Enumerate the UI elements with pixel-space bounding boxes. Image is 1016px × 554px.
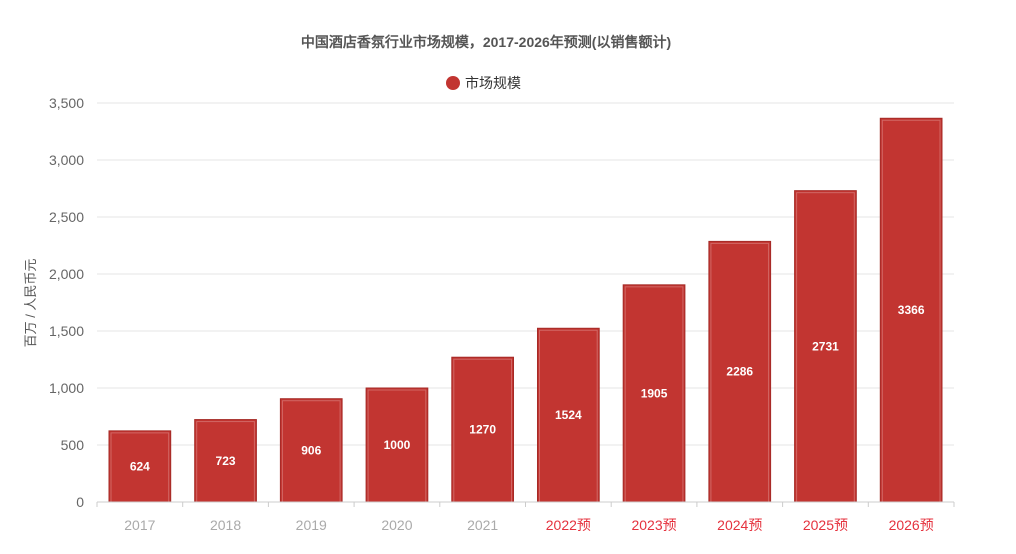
bars xyxy=(108,117,943,503)
chart-title: 中国酒店香氛行业市场规模，2017-2026年预测(以销售额计) xyxy=(301,34,671,50)
bar-value-label: 2731 xyxy=(812,339,839,353)
bar-value-label: 3366 xyxy=(898,303,925,317)
x-tick-label: 2021 xyxy=(467,517,498,533)
x-tick-label: 2017 xyxy=(124,517,155,533)
x-tick-label: 2022预 xyxy=(546,517,591,533)
y-axis-ticks: 0 500 1,000 1,500 2,000 2,500 3,000 3,500 xyxy=(49,95,84,510)
bar[interactable] xyxy=(451,356,515,503)
y-tick-label: 500 xyxy=(61,437,85,453)
x-tick-label: 2018 xyxy=(210,517,241,533)
y-axis-label: 百万 / 人民币元 xyxy=(23,259,38,348)
x-tick-label: 2019 xyxy=(296,517,327,533)
legend-marker xyxy=(446,76,460,90)
x-tick-label: 2024预 xyxy=(717,517,762,533)
bar[interactable] xyxy=(622,284,686,503)
bar-value-label: 723 xyxy=(216,454,236,468)
grid-lines xyxy=(97,102,954,446)
bar-value-label: 906 xyxy=(301,443,321,457)
x-tick-label: 2026预 xyxy=(889,517,934,533)
x-tick-label: 2023预 xyxy=(631,517,676,533)
bar[interactable] xyxy=(708,240,772,503)
bar-value-label: 2286 xyxy=(726,365,753,379)
bar[interactable] xyxy=(794,190,857,503)
legend-label: 市场规模 xyxy=(465,75,521,91)
x-tick-label: 2020 xyxy=(381,517,412,533)
y-tick-label: 3,000 xyxy=(49,152,84,168)
x-axis-ticks: 2017 2018 2019 2020 2021 2022预 2023预 2024预 2025预… xyxy=(96,502,955,533)
y-tick-label: 1,000 xyxy=(49,380,84,396)
bar-value-label: 1000 xyxy=(384,438,411,452)
bar-labels: 624 723 906 1000 1270 1524 1905 2286 2731 3366 xyxy=(130,303,925,473)
bar-value-label: 1270 xyxy=(469,423,496,437)
y-tick-label: 2,500 xyxy=(49,209,84,225)
bar[interactable] xyxy=(365,387,429,503)
y-tick-label: 0 xyxy=(76,494,84,510)
y-tick-label: 3,500 xyxy=(49,95,84,111)
x-tick-label: 2025预 xyxy=(803,517,848,533)
bar[interactable] xyxy=(536,327,600,503)
y-tick-label: 2,000 xyxy=(49,266,84,282)
legend[interactable]: 市场规模 xyxy=(446,75,521,91)
bar-value-label: 1905 xyxy=(641,386,668,400)
y-tick-label: 1,500 xyxy=(49,323,84,339)
bar-value-label: 1524 xyxy=(555,408,582,422)
bar-value-label: 624 xyxy=(130,459,150,473)
bar[interactable] xyxy=(279,398,343,503)
bar[interactable] xyxy=(194,419,257,503)
bar[interactable] xyxy=(879,117,943,503)
